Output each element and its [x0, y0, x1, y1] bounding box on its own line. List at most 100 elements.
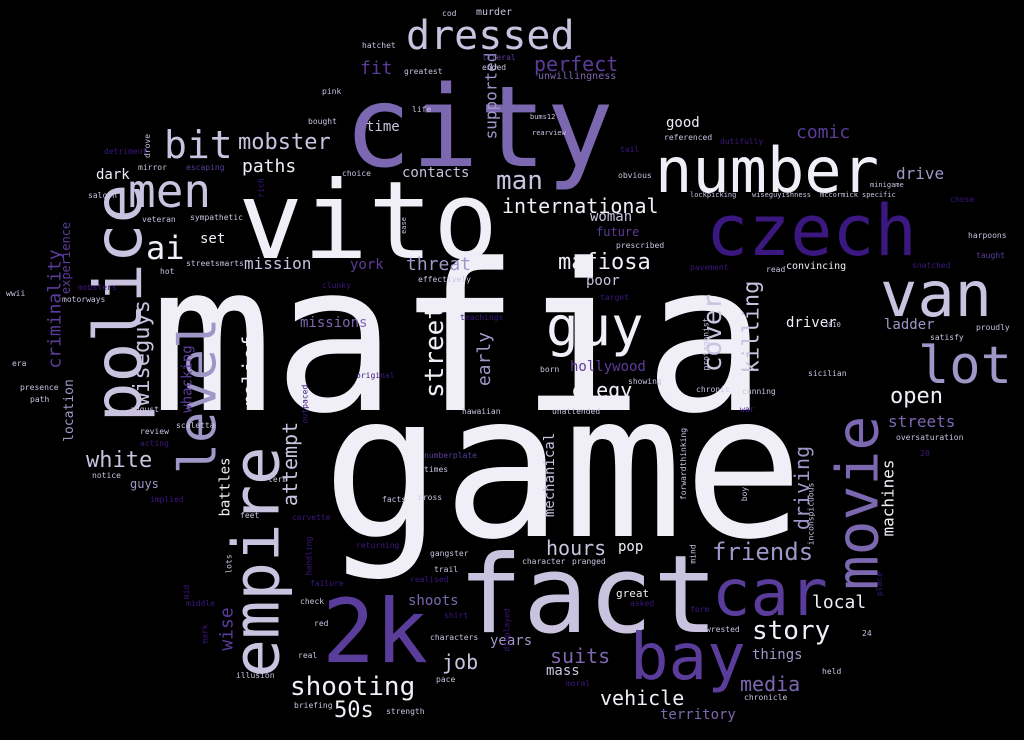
word-cunning: cunning	[742, 387, 776, 396]
word-york: york	[350, 257, 384, 273]
word-relief: relief	[238, 335, 263, 409]
word-asked: asked	[630, 599, 655, 608]
word-motorways: motorways	[62, 295, 106, 304]
word-game: game	[322, 351, 804, 584]
word-hollywood: hollywood	[570, 359, 646, 375]
word-good: good	[666, 115, 700, 131]
word-character: character	[522, 557, 566, 566]
word-protagonist: protagonist	[701, 317, 711, 371]
word-killing: killing	[739, 280, 765, 374]
word-wiseguys: wiseguys	[129, 300, 155, 406]
word-satisfy: satisfy	[930, 333, 964, 342]
word-hatchet: hatchet	[362, 41, 396, 50]
word-wise: wise	[216, 607, 238, 651]
word-prescribed: prescribed	[616, 241, 665, 250]
word-minigame: minigame	[870, 181, 904, 189]
word-mobster: mobster	[238, 130, 331, 155]
word-story: story	[752, 616, 831, 646]
word-streetsmarts: streetsmarts	[186, 259, 244, 268]
word-era: era	[12, 359, 27, 368]
word-target: target	[600, 293, 629, 302]
word-job: job	[442, 650, 479, 674]
word-location: location	[61, 379, 77, 442]
word-referenced: referenced	[664, 133, 713, 142]
word-place: place	[875, 571, 885, 597]
word-saloon: saloon	[88, 191, 117, 200]
word-forwardthinking: forwardthinking	[679, 427, 689, 501]
word-taught: taught	[976, 251, 1005, 260]
word-czech: czech	[706, 190, 917, 272]
word-red: red	[314, 619, 329, 628]
word-showing: showing	[628, 377, 662, 386]
word-white: white	[86, 448, 153, 473]
word-middle: middle	[186, 599, 215, 608]
word-hawaiian: hawaiian	[462, 407, 501, 416]
word-future: future	[596, 225, 640, 239]
word-dark: dark	[96, 167, 130, 183]
word-obvious: obvious	[618, 171, 652, 180]
word-guys: guys	[130, 477, 159, 491]
word-city: city	[344, 63, 614, 193]
word-territory: territory	[660, 707, 736, 723]
word-check: check	[300, 597, 325, 606]
word-chronicle: chronicle	[744, 693, 788, 702]
word-suits: suits	[550, 644, 611, 668]
word-lockpicking: lockpicking	[690, 191, 737, 199]
word-contacts: contacts	[402, 165, 470, 181]
word-comic: comic	[796, 122, 851, 143]
word-drive: drive	[896, 164, 945, 183]
word-moral: moral	[566, 679, 591, 688]
word-great: great	[616, 587, 650, 600]
word-50s: 50s	[334, 698, 374, 723]
word-years: years	[490, 633, 533, 649]
word-scaletta: scaletta	[176, 421, 215, 430]
word-mechanical: mechanical	[542, 432, 559, 518]
word-mind: mind	[688, 544, 698, 564]
word-mafia: mafia	[150, 221, 768, 459]
word-held: held	[822, 667, 842, 676]
word-greatest: greatest	[404, 67, 443, 76]
word-perfect: perfect	[534, 52, 619, 76]
word-hours: hours	[546, 536, 607, 560]
word-tail: tail	[620, 145, 640, 154]
word-mobsters: mobsters	[78, 283, 117, 292]
word-escaping: escaping	[186, 163, 225, 172]
word-unattended: unattended	[552, 407, 601, 416]
word-cod: cod	[442, 9, 457, 18]
word-ended: ended	[482, 63, 507, 72]
word-presence: presence	[20, 383, 59, 392]
word-local: local	[812, 592, 867, 613]
word-20: 20	[920, 449, 930, 458]
word-literal: literal	[482, 53, 516, 62]
word-bay: bay	[630, 621, 746, 695]
word-bit: bit	[164, 123, 233, 167]
word-oversaturation: oversaturation	[896, 433, 964, 442]
word-vehicle: vehicle	[600, 686, 685, 710]
word-street: street	[419, 304, 450, 398]
word-snatched: snatched	[912, 261, 951, 270]
word-driver: driver	[786, 315, 837, 331]
word-bums12: bums12	[530, 113, 556, 121]
word-original: original	[356, 371, 395, 380]
word-trail: trail	[434, 565, 459, 574]
word-effectively: effectively	[418, 275, 471, 284]
word-specific: specific	[862, 191, 896, 199]
word-threat: threat	[406, 254, 472, 275]
word-2k: 2k	[322, 580, 428, 683]
word-real: real	[298, 651, 318, 660]
word-streets: streets	[888, 412, 956, 431]
word-things: things	[752, 647, 803, 663]
word-pavement: pavement	[690, 263, 729, 272]
word-men: men	[128, 164, 212, 218]
word-mid: mid	[182, 584, 192, 600]
word-elegy: elegy	[572, 378, 633, 402]
word-pranged: pranged	[572, 557, 606, 566]
word-teachings: teachings	[460, 313, 504, 322]
word-early: early	[474, 331, 496, 387]
word-machines: machines	[878, 459, 898, 537]
word-mass: mass	[546, 663, 580, 679]
word-times: times	[424, 465, 449, 474]
word-fit: fit	[360, 58, 393, 79]
word-veteran: veteran	[142, 215, 176, 224]
